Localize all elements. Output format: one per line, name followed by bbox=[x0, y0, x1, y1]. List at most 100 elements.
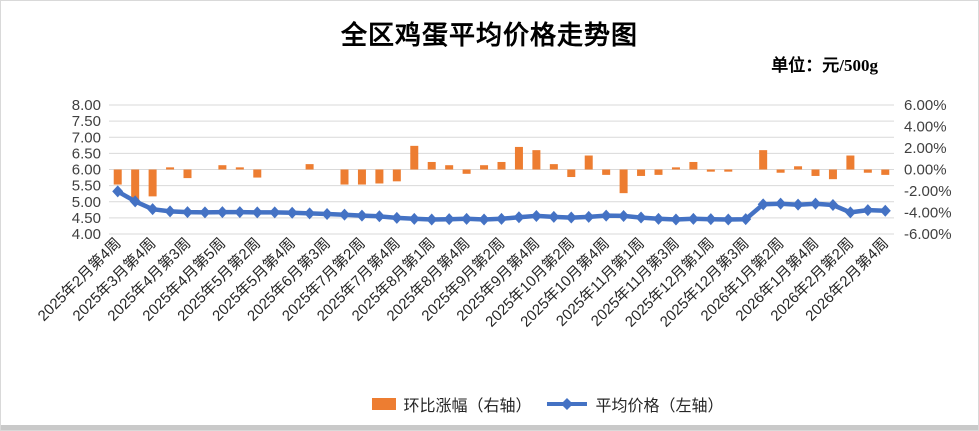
line-point-marker bbox=[862, 204, 874, 217]
bar-segment bbox=[863, 169, 872, 173]
left-axis-tick-label: 4.00 bbox=[72, 226, 101, 243]
line-point-marker bbox=[356, 209, 368, 222]
right-axis-tick-label: -4.00% bbox=[904, 205, 952, 222]
bar-segment bbox=[235, 167, 244, 170]
bar-segment bbox=[532, 150, 541, 170]
bar-segment bbox=[654, 169, 663, 175]
bar-segment bbox=[794, 166, 803, 170]
line-point-marker bbox=[234, 206, 246, 219]
line-point-marker bbox=[391, 211, 403, 224]
bar-segment bbox=[427, 161, 436, 170]
bar-segment bbox=[218, 165, 227, 170]
line-point-marker bbox=[548, 210, 560, 223]
bar-segment bbox=[375, 169, 384, 184]
bar-segment bbox=[166, 167, 175, 170]
bar-segment bbox=[183, 169, 192, 179]
bar-segment bbox=[305, 164, 314, 170]
line-point-marker bbox=[775, 197, 787, 210]
line-point-marker bbox=[618, 209, 630, 222]
bar-segment bbox=[462, 169, 471, 174]
left-axis-tick-label: 6.50 bbox=[72, 145, 101, 162]
right-axis-tick-label: 0.00% bbox=[904, 162, 947, 179]
line-point-marker bbox=[565, 211, 577, 224]
bar-segment bbox=[637, 169, 646, 176]
line-point-marker bbox=[373, 210, 385, 223]
bar-segment bbox=[724, 169, 733, 172]
line-point-marker bbox=[304, 207, 316, 220]
right-axis-tick-label: 4.00% bbox=[904, 119, 947, 136]
line-point-marker bbox=[757, 198, 769, 211]
bar-segment bbox=[253, 169, 262, 178]
bar-segment bbox=[706, 169, 715, 172]
line-point-marker bbox=[792, 198, 804, 211]
left-axis-tick-label: 6.00 bbox=[72, 162, 101, 179]
chart-title: 全区鸡蛋平均价格走势图 bbox=[340, 20, 638, 50]
line-point-marker bbox=[600, 209, 612, 222]
bar-series bbox=[113, 145, 890, 203]
line-point-marker bbox=[740, 213, 752, 226]
line-point-marker bbox=[443, 213, 455, 226]
line-point-marker bbox=[147, 203, 159, 216]
bar-segment bbox=[567, 169, 576, 178]
line-point-marker bbox=[129, 195, 141, 208]
left-axis-tick-label: 4.50 bbox=[72, 210, 101, 227]
right-axis-tick-label: -2.00% bbox=[904, 183, 952, 200]
bar-segment bbox=[828, 169, 837, 180]
bar-segment bbox=[497, 161, 506, 170]
bar-segment bbox=[671, 167, 680, 170]
left-axis-tick-label: 5.00 bbox=[72, 194, 101, 211]
line-point-marker bbox=[478, 213, 490, 226]
line-point-marker bbox=[530, 209, 542, 222]
bar-segment bbox=[113, 169, 122, 185]
bar-segment bbox=[392, 169, 401, 182]
line-point-marker bbox=[879, 204, 891, 217]
bar-segment bbox=[602, 169, 611, 175]
bar-segment bbox=[881, 169, 890, 175]
line-point-marker bbox=[687, 212, 699, 225]
right-axis-tick-labels: 6.00% 4.00% 2.00% 0.00% -2.00% -4.00% -6.00% bbox=[904, 97, 952, 243]
bar-segment bbox=[480, 165, 489, 170]
bar-segment bbox=[340, 169, 349, 185]
line-point-marker bbox=[339, 208, 350, 221]
bar-series-swatch-icon bbox=[371, 398, 396, 410]
right-axis-tick-label: -6.00% bbox=[904, 226, 952, 243]
legend-label-line-series: 平均价格（左轴） bbox=[595, 398, 724, 415]
bar-segment bbox=[445, 165, 454, 170]
line-point-marker bbox=[810, 197, 821, 210]
bottom-edge-strip bbox=[1, 425, 978, 430]
line-point-marker bbox=[722, 213, 734, 226]
line-point-marker bbox=[182, 206, 193, 219]
legend-item-bar-series: 环比涨幅（右轴） bbox=[371, 392, 532, 416]
left-axis-tick-label: 7.00 bbox=[72, 129, 101, 146]
line-series bbox=[112, 185, 891, 226]
line-point-marker bbox=[321, 208, 333, 221]
x-axis-tick-labels: 2025年2月第4周2025年3月第4周2025年4月第3周2025年4月第5周… bbox=[34, 234, 892, 330]
line-point-marker bbox=[844, 206, 856, 219]
line-point-marker bbox=[269, 206, 281, 219]
bar-segment bbox=[811, 169, 820, 176]
bar-segment bbox=[846, 155, 855, 170]
line-point-marker bbox=[583, 210, 595, 223]
line-point-marker bbox=[496, 212, 507, 225]
bar-segment bbox=[689, 161, 698, 170]
line-point-marker bbox=[199, 206, 211, 219]
bar-segment bbox=[357, 169, 366, 185]
line-point-marker bbox=[286, 206, 298, 219]
line-point-marker bbox=[426, 213, 438, 226]
bar-segment bbox=[410, 145, 419, 170]
line-point-marker bbox=[670, 213, 682, 226]
line-series-marker-icon bbox=[546, 398, 587, 410]
bar-segment bbox=[131, 169, 140, 203]
bar-segment bbox=[514, 146, 523, 170]
line-point-marker bbox=[705, 213, 717, 226]
legend-item-line-series: 平均价格（左轴） bbox=[546, 392, 724, 416]
line-point-marker bbox=[251, 206, 263, 219]
chart-legend: 环比涨幅（右轴） 平均价格（左轴） bbox=[371, 392, 724, 416]
right-axis-tick-label: 6.00% bbox=[904, 97, 947, 114]
line-point-marker bbox=[164, 205, 176, 218]
left-axis-tick-label: 8.00 bbox=[72, 97, 101, 114]
line-point-marker bbox=[513, 211, 525, 224]
unit-label: 单位：元/500g bbox=[771, 56, 878, 75]
left-axis-tick-label: 7.50 bbox=[72, 113, 101, 130]
